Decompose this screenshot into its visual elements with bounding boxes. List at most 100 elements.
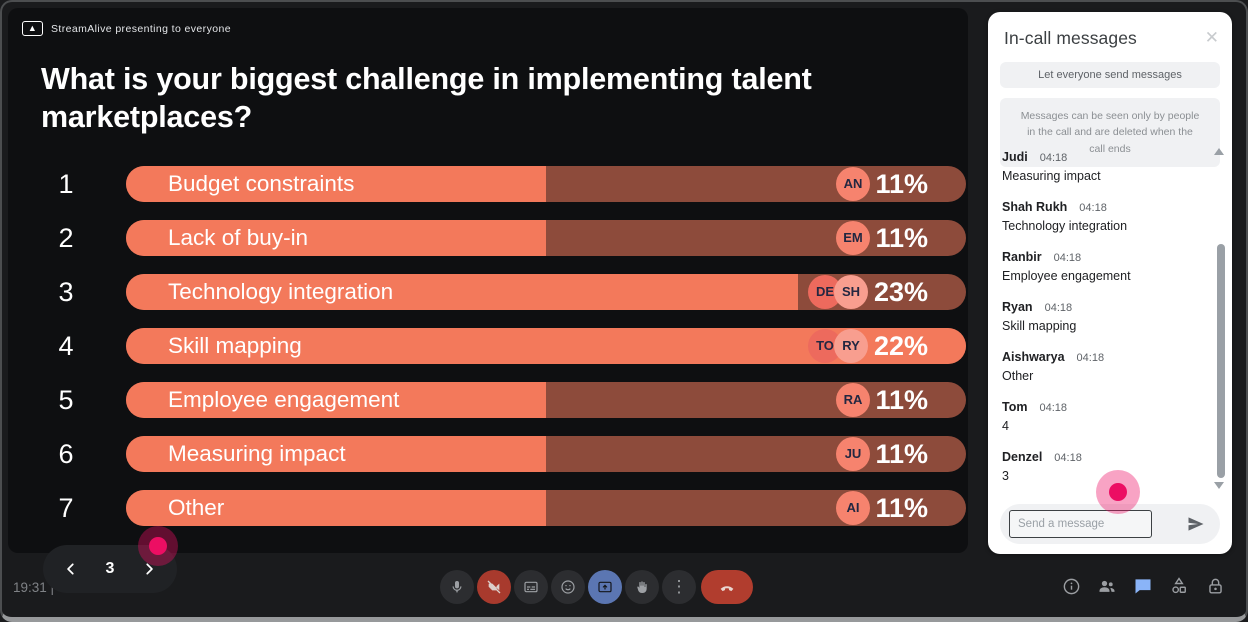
raise-hand-button[interactable] (625, 570, 659, 604)
poll-bar-fill (126, 274, 798, 310)
message-text: Technology integration (1002, 219, 1128, 233)
chat-message: Shah Rukh 04:18 Technology integration (1002, 198, 1200, 233)
call-controls: ⋮ (440, 570, 753, 604)
present-screen-icon: ▲ (22, 21, 43, 36)
more-options-icon: ⋮ (670, 577, 688, 596)
meeting-panel-buttons (1060, 575, 1226, 597)
send-message-bar (1000, 504, 1220, 544)
poll-bar: Skill mapping TO RY 22% (126, 328, 966, 364)
camera-off-button[interactable] (477, 570, 511, 604)
panel-title: In-call messages (1004, 28, 1137, 48)
poll-option-label: Budget constraints (168, 171, 355, 196)
slide-number: 3 (105, 560, 115, 577)
chat-message: Tom 04:18 4 (1002, 398, 1200, 433)
people-icon (1099, 580, 1115, 592)
chat-message: Ryan 04:18 Skill mapping (1002, 298, 1200, 333)
poll-bar-fill (126, 220, 546, 256)
message-text: Employee engagement (1002, 269, 1131, 283)
host-controls-button[interactable] (1204, 575, 1226, 597)
info-icon (1063, 578, 1079, 594)
poll-bar: Other AI 11% (126, 490, 966, 526)
chat-message: Aishwarya 04:18 Other (1002, 348, 1200, 383)
close-icon: ✕ (1204, 28, 1219, 47)
poll-percent: 11% (875, 439, 928, 469)
next-slide-button[interactable] (140, 560, 158, 578)
poll-rank: 2 (58, 223, 74, 253)
sender-name: Aishwarya (1002, 350, 1065, 364)
microphone-button[interactable] (440, 570, 474, 604)
poll-rank: 4 (58, 331, 74, 361)
poll-option-label: Lack of buy-in (168, 225, 309, 250)
chat-message: Ranbir 04:18 Employee engagement (1002, 248, 1200, 283)
participants-button[interactable] (1096, 575, 1118, 597)
send-icon (1188, 517, 1204, 531)
presenting-banner: ▲ StreamAlive presenting to everyone (22, 21, 231, 36)
poll-option-label: Other (168, 495, 225, 520)
sender-name: Ranbir (1002, 250, 1042, 264)
presentation-stage: ▲ StreamAlive presenting to everyone Wha… (8, 8, 968, 553)
poll-option-label: Measuring impact (168, 441, 346, 466)
poll-bar: Lack of buy-in EM 11% (126, 220, 966, 256)
end-call-button[interactable] (701, 570, 753, 604)
previous-slide-button[interactable] (62, 560, 80, 578)
end-call-icon (720, 586, 734, 592)
activities-button[interactable] (1168, 575, 1190, 597)
meeting-time: 19:31 | (13, 580, 55, 595)
message-time: 04:18 (1076, 352, 1105, 364)
sender-name: Judi (1002, 150, 1028, 164)
scroll-down-arrow[interactable] (1214, 482, 1224, 489)
poll-row: 4 Skill mapping TO RY 22% (8, 328, 968, 364)
sender-name: Tom (1002, 400, 1028, 414)
poll-percent: 11% (875, 385, 928, 415)
poll-percent: 22% (873, 331, 928, 361)
message-text: Skill mapping (1002, 319, 1077, 333)
captions-icon (524, 581, 538, 593)
poll-bar: Measuring impact JU 11% (126, 436, 966, 472)
message-time: 04:18 (1039, 152, 1068, 164)
allow-messages-label: Let everyone send messages (1038, 69, 1182, 81)
scrollbar-thumb[interactable] (1217, 244, 1225, 478)
chat-bubble-icon (1135, 579, 1151, 594)
poll-rank: 6 (58, 439, 74, 469)
captions-button[interactable] (514, 570, 548, 604)
voter-avatar: AI (836, 491, 870, 525)
poll-rank: 5 (58, 385, 74, 415)
poll-bar-fill (126, 382, 546, 418)
reactions-button[interactable] (551, 570, 585, 604)
poll-bar: Budget constraints AN 11% (126, 166, 966, 202)
present-screen-icon (598, 581, 612, 593)
poll-bar: Technology integration DE SH 23% (126, 274, 966, 310)
raise-hand-icon (637, 581, 647, 593)
cursor-dot (149, 537, 167, 555)
activities-shapes-icon (1172, 577, 1186, 594)
message-text: 4 (1002, 419, 1009, 433)
chevron-right-icon (146, 563, 153, 575)
sender-name: Shah Rukh (1002, 200, 1068, 214)
send-message-button[interactable] (1185, 513, 1207, 535)
poll-bar-fill (126, 166, 546, 202)
chat-button[interactable] (1132, 575, 1154, 597)
close-panel-button[interactable]: ✕ (1205, 29, 1219, 46)
poll-percent: 11% (875, 493, 928, 523)
allow-messages-toggle[interactable]: Let everyone send messages (1000, 62, 1220, 88)
messages-privacy-notice: Messages can be seen only by people in t… (1000, 98, 1220, 167)
poll-option-label: Skill mapping (168, 333, 302, 358)
scroll-up-arrow[interactable] (1214, 148, 1224, 155)
poll-row: 1 Budget constraints AN 11% (8, 166, 968, 202)
poll-question: What is your biggest challenge in implem… (41, 62, 812, 134)
meeting-details-button[interactable] (1060, 575, 1082, 597)
sender-name: Denzel (1002, 450, 1043, 464)
chat-message: Judi 04:18 Measuring impact (1002, 148, 1200, 183)
send-message-input[interactable] (1009, 510, 1152, 538)
camera-off-icon (487, 580, 501, 594)
message-time: 04:18 (1054, 452, 1082, 464)
poll-row: 5 Employee engagement RA 11% (8, 382, 968, 418)
more-options-button[interactable]: ⋮ (662, 570, 696, 604)
poll-bar-fill (126, 436, 546, 472)
poll-row: 3 Technology integration DE SH 23% (8, 274, 968, 310)
poll-percent: 11% (875, 169, 928, 199)
poll-rank: 1 (58, 169, 74, 199)
voter-avatar: JU (836, 437, 870, 471)
cursor-dot (1109, 483, 1127, 501)
present-button[interactable] (588, 570, 622, 604)
